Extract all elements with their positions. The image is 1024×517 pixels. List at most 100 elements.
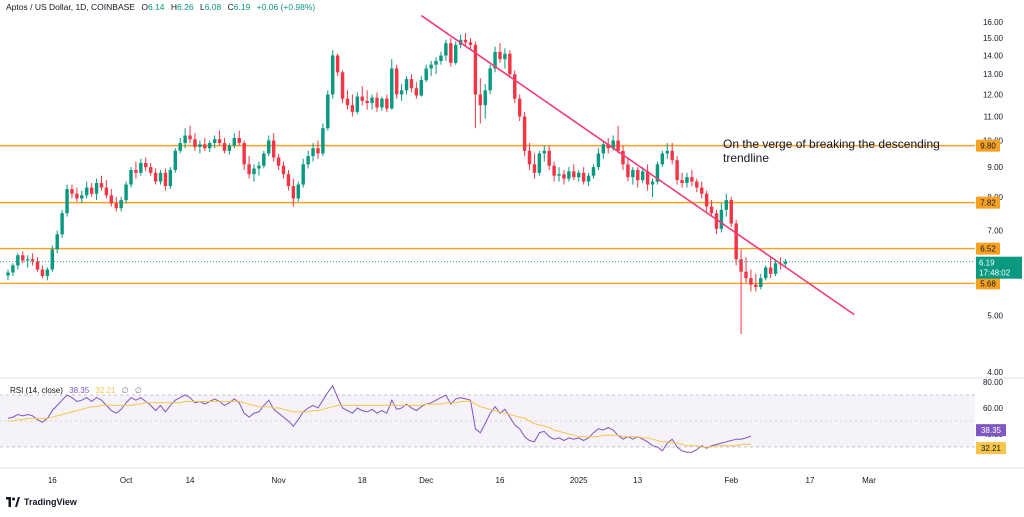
candle [576, 169, 581, 182]
rsi-extra-1: ∅ [121, 386, 129, 395]
open-label: O [141, 2, 148, 12]
brand-name: TradingView [24, 497, 77, 507]
level-badge-box [976, 196, 1000, 209]
candle-body [375, 97, 379, 108]
candle-body [424, 68, 428, 81]
candle [749, 269, 753, 292]
candle-body [227, 145, 232, 151]
candle-body [621, 150, 625, 165]
candle-body [188, 135, 192, 140]
rsi-band-fill [0, 395, 975, 447]
rsi-badge-box [976, 424, 1006, 437]
candle-body [591, 167, 596, 176]
candle-body [749, 278, 753, 285]
candle-body [478, 94, 483, 106]
symbol-title[interactable]: Aptos / US Dollar, 1D, COINBASE [6, 2, 135, 12]
candle-body [335, 55, 340, 73]
candle [660, 150, 665, 168]
candle [483, 84, 487, 119]
rsi-title[interactable]: RSI (14, close) [10, 386, 63, 395]
candle [409, 74, 414, 93]
candle-body [11, 265, 15, 273]
candle [695, 178, 699, 193]
candle [394, 64, 399, 99]
candle [109, 189, 114, 207]
rsi-badge-box [976, 442, 1006, 455]
rsi-badge-label: 32.21 [981, 444, 1002, 453]
candle [40, 265, 45, 279]
candle [616, 125, 620, 154]
candle [257, 161, 261, 176]
candle-body [94, 183, 99, 194]
candle [453, 41, 458, 65]
candle-body [522, 116, 527, 151]
candle-body [473, 44, 478, 95]
candle [370, 94, 374, 110]
candle-body [719, 209, 724, 229]
price-tick-label: 16.00 [983, 18, 1004, 27]
close-value: 6.19 [233, 2, 251, 12]
rsi-extra-2: ∅ [134, 386, 142, 395]
candle [557, 167, 561, 182]
price-tick-label: 4.00 [987, 368, 1003, 377]
candle [724, 193, 729, 217]
brand[interactable]: TradingView [6, 497, 77, 507]
candle-body [655, 164, 660, 182]
price-tick-label: 13.00 [983, 70, 1004, 79]
candle [542, 145, 547, 162]
candle [114, 196, 118, 212]
candle [498, 43, 502, 63]
candle [675, 156, 679, 185]
candle [350, 94, 355, 117]
last-price-value: 6.19 [979, 259, 995, 268]
last-price-badge-box [976, 256, 1022, 279]
candle [163, 168, 168, 191]
level-price-badge: 7.82 [976, 196, 1000, 209]
candle-body [562, 174, 566, 179]
candle [645, 164, 650, 191]
candle-body [508, 53, 512, 75]
candle [385, 94, 389, 112]
candle-body [198, 144, 202, 147]
candle-body [665, 150, 670, 154]
level-price-badge: 6.52 [976, 242, 1000, 255]
candle-body [104, 187, 109, 196]
candle [670, 143, 674, 165]
candle [739, 249, 743, 334]
time-tick-label: Nov [271, 476, 285, 485]
candle-body [291, 186, 296, 199]
time-tick-label: 17 [806, 476, 815, 485]
candle [21, 251, 25, 264]
candle [601, 140, 606, 159]
candle [567, 167, 571, 182]
time-tick-label: Feb [724, 476, 738, 485]
candle [399, 84, 404, 101]
level-price-badge: 5.68 [976, 277, 1000, 290]
candle-body [6, 272, 10, 276]
candle-body [631, 169, 635, 178]
candle-body [286, 174, 291, 187]
candle [513, 70, 517, 104]
candle [478, 78, 483, 124]
candle-body [601, 144, 606, 154]
candle [203, 137, 207, 151]
candle-body [89, 187, 94, 194]
candle-body [45, 269, 50, 276]
candle-body [734, 223, 738, 260]
candle [232, 133, 237, 149]
candle [488, 64, 492, 95]
candle-body [306, 156, 310, 165]
descending-trendline [420, 14, 855, 316]
open-value: 6.14 [147, 2, 165, 12]
candle-body [257, 165, 261, 169]
candle-body [21, 255, 25, 261]
candle [719, 203, 724, 233]
candle [685, 172, 689, 188]
candle-body [690, 177, 694, 182]
candle [60, 209, 64, 238]
candle [517, 94, 522, 122]
candle-body [139, 162, 143, 173]
candle-body [724, 200, 729, 210]
rsi-value: 38.35 [69, 386, 90, 395]
